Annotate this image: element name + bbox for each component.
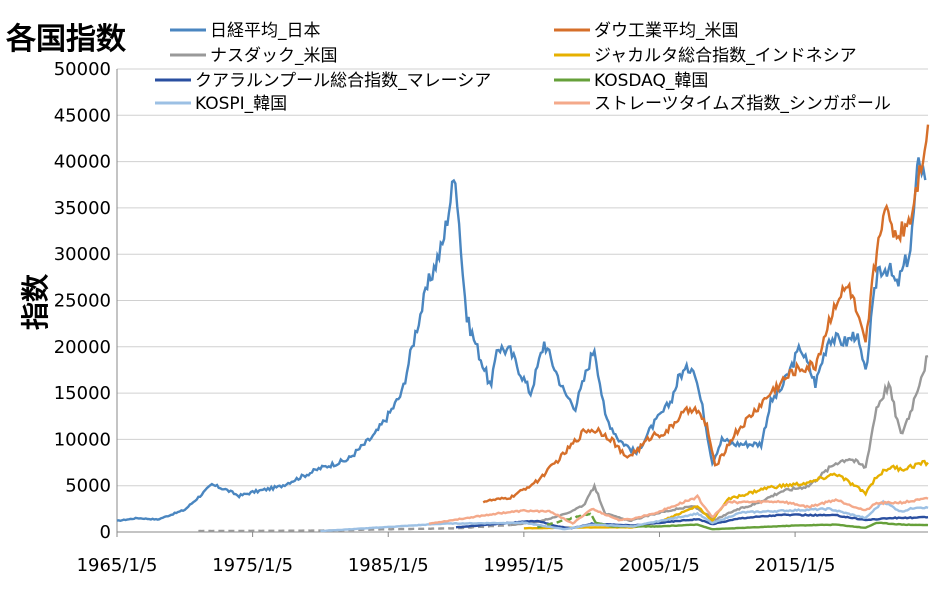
legend-label: クアラルンプール総合指数_マレーシア xyxy=(195,71,491,91)
series-line xyxy=(523,459,929,530)
legend-label: KOSPI_韓国 xyxy=(195,94,287,114)
x-tick-label: 1985/1/5 xyxy=(348,555,429,576)
series-line xyxy=(455,513,929,530)
series-line xyxy=(591,515,929,531)
x-tick-label: 2005/1/5 xyxy=(619,555,700,576)
y-axis-label: 指数 xyxy=(19,274,52,331)
x-tick-label: 2015/1/5 xyxy=(755,555,836,576)
y-tick-label: 15000 xyxy=(54,383,111,404)
y-tick-label: 50000 xyxy=(54,59,111,80)
y-tick-label: 5000 xyxy=(65,476,111,497)
series-line xyxy=(510,354,929,527)
legend-label: ジャカルタ総合指数_インドネシア xyxy=(594,46,857,66)
y-tick-label: 10000 xyxy=(54,429,111,450)
series-line xyxy=(116,157,927,523)
x-tick-label: 1965/1/5 xyxy=(77,555,158,576)
x-tick-label: 1975/1/5 xyxy=(212,555,293,576)
series-line xyxy=(320,499,929,533)
y-tick-label: 40000 xyxy=(54,152,111,173)
chart-title: 各国指数 xyxy=(6,22,126,57)
y-tick-label: 25000 xyxy=(54,291,111,312)
y-tick-label: 20000 xyxy=(54,337,111,358)
y-tick-label: 0 xyxy=(100,522,111,543)
series-line xyxy=(428,493,929,525)
series-line xyxy=(482,124,930,504)
y-tick-label: 45000 xyxy=(54,105,111,126)
y-tick-label: 35000 xyxy=(54,198,111,219)
y-tick-label: 30000 xyxy=(54,244,111,265)
legend-label: ストレーツタイムズ指数_シンガポール xyxy=(594,94,891,114)
x-tick-label: 1995/1/5 xyxy=(483,555,564,576)
legend-label: KOSDAQ_韓国 xyxy=(594,71,708,91)
legend-label: ダウ工業平均_米国 xyxy=(594,21,739,41)
legend-label: 日経平均_日本 xyxy=(210,21,321,41)
legend-label: ナスダック_米国 xyxy=(210,46,338,66)
